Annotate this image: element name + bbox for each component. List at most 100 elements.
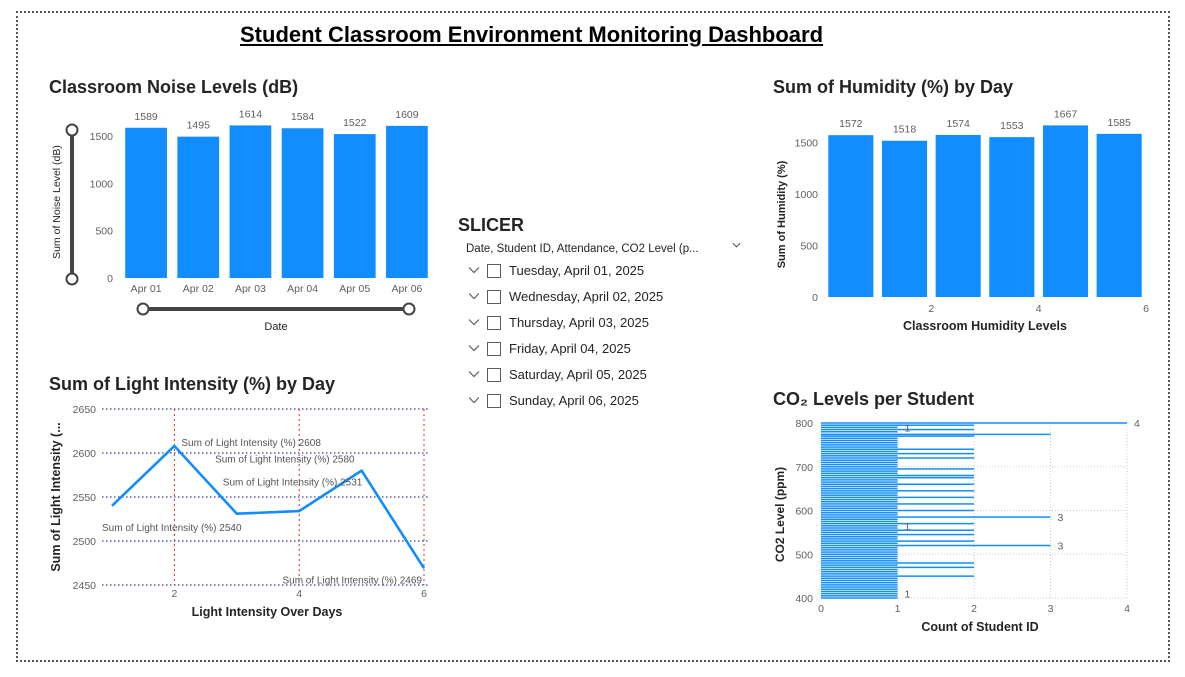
bar[interactable] bbox=[821, 496, 974, 499]
bar[interactable] bbox=[333, 134, 376, 278]
bar[interactable] bbox=[821, 568, 898, 571]
bar[interactable] bbox=[821, 595, 898, 597]
slicer-checkbox[interactable] bbox=[487, 264, 501, 278]
chevron-down-icon[interactable] bbox=[468, 266, 480, 274]
bar[interactable] bbox=[821, 573, 898, 575]
bar[interactable] bbox=[821, 590, 898, 593]
slicer-item[interactable]: Sunday, April 06, 2025 bbox=[458, 388, 758, 414]
slicer-checkbox[interactable] bbox=[487, 368, 501, 382]
chevron-down-icon[interactable] bbox=[732, 241, 741, 250]
bar[interactable] bbox=[821, 549, 898, 551]
bar[interactable] bbox=[989, 137, 1035, 297]
bar[interactable] bbox=[821, 579, 898, 582]
bar[interactable] bbox=[821, 557, 898, 560]
slicer-item[interactable]: Thursday, April 03, 2025 bbox=[458, 310, 758, 336]
bar[interactable] bbox=[177, 136, 220, 278]
bar[interactable] bbox=[821, 592, 898, 595]
bar[interactable] bbox=[821, 439, 898, 442]
bar[interactable] bbox=[821, 522, 974, 525]
bar[interactable] bbox=[821, 588, 898, 591]
bar[interactable] bbox=[821, 424, 974, 426]
bar[interactable] bbox=[821, 575, 974, 577]
bar[interactable] bbox=[821, 562, 974, 564]
bar[interactable] bbox=[821, 581, 898, 584]
slicer-checkbox[interactable] bbox=[487, 342, 501, 356]
x-slider-handle-left[interactable] bbox=[136, 302, 150, 316]
co2-chart[interactable]: 0 1 2 3 4 400 500 600 700 800 4 1 3 1 3 1 CO2 Level (ppm… bbox=[770, 412, 1150, 637]
y-slider-handle-top[interactable] bbox=[65, 123, 79, 137]
bar[interactable] bbox=[821, 422, 1127, 424]
bar[interactable] bbox=[828, 135, 874, 297]
y-slider-handle-bottom[interactable] bbox=[65, 272, 79, 286]
bar[interactable] bbox=[821, 546, 898, 549]
bar[interactable] bbox=[821, 571, 898, 573]
bar[interactable] bbox=[821, 483, 974, 486]
bar[interactable] bbox=[821, 474, 974, 477]
light-chart[interactable]: 2450 2500 2550 2600 2650 2 4 6 Sum of Light Inte… bbox=[45, 398, 445, 624]
bar[interactable] bbox=[821, 437, 898, 440]
bar[interactable] bbox=[821, 509, 974, 512]
slicer-item[interactable]: Wednesday, April 02, 2025 bbox=[458, 284, 758, 310]
chevron-down-icon[interactable] bbox=[468, 292, 480, 300]
bar[interactable] bbox=[821, 551, 898, 553]
bar[interactable] bbox=[821, 533, 974, 536]
slicer-checkbox[interactable] bbox=[487, 290, 501, 304]
chevron-down-icon[interactable] bbox=[468, 396, 480, 404]
line-series[interactable] bbox=[111, 444, 426, 569]
bar[interactable] bbox=[821, 446, 898, 448]
bar[interactable] bbox=[821, 463, 898, 466]
bar[interactable] bbox=[821, 459, 898, 461]
bar[interactable] bbox=[881, 140, 928, 297]
bar[interactable] bbox=[821, 520, 898, 523]
bar[interactable] bbox=[821, 485, 898, 488]
slicer-item[interactable]: Saturday, April 05, 2025 bbox=[458, 362, 758, 388]
slicer-item[interactable]: Friday, April 04, 2025 bbox=[458, 336, 758, 362]
bar[interactable] bbox=[821, 476, 974, 479]
bar[interactable] bbox=[821, 472, 898, 475]
chevron-down-icon[interactable] bbox=[468, 370, 480, 378]
bar[interactable] bbox=[821, 577, 898, 580]
bar[interactable] bbox=[821, 555, 898, 558]
bar[interactable] bbox=[821, 494, 898, 496]
bar[interactable] bbox=[821, 501, 898, 503]
slicer-checkbox[interactable] bbox=[487, 316, 501, 330]
bar[interactable] bbox=[821, 560, 898, 562]
bar[interactable] bbox=[821, 538, 898, 540]
chevron-down-icon[interactable] bbox=[468, 318, 480, 326]
bar[interactable] bbox=[821, 553, 898, 556]
bar[interactable] bbox=[821, 441, 898, 444]
noise-chart[interactable]: 0 500 1000 1500 Sum of Noise Level (dB) 1589 A… bbox=[45, 108, 445, 340]
bar[interactable] bbox=[821, 487, 898, 490]
bar[interactable] bbox=[935, 134, 981, 297]
bar[interactable] bbox=[821, 542, 898, 545]
bar[interactable] bbox=[821, 455, 898, 457]
bar[interactable] bbox=[821, 516, 1051, 518]
bar[interactable] bbox=[821, 448, 974, 451]
bar[interactable] bbox=[821, 514, 898, 516]
humidity-chart[interactable]: 0 500 1000 1500 Sum of Humidity (%) 1572 1518 1… bbox=[770, 108, 1155, 340]
bar[interactable] bbox=[821, 544, 1051, 547]
x-slider-handle-right[interactable] bbox=[402, 302, 416, 316]
chevron-down-icon[interactable] bbox=[468, 344, 480, 352]
bar[interactable] bbox=[821, 566, 974, 569]
slicer-header[interactable]: Date, Student ID, Attendance, CO2 Level … bbox=[458, 240, 758, 258]
bar[interactable] bbox=[821, 511, 898, 514]
bar[interactable] bbox=[821, 503, 974, 505]
bar[interactable] bbox=[821, 470, 898, 472]
bar[interactable] bbox=[1042, 125, 1089, 297]
bar[interactable] bbox=[821, 461, 898, 464]
bar[interactable] bbox=[821, 540, 974, 542]
bar[interactable] bbox=[821, 466, 898, 468]
bar[interactable] bbox=[821, 444, 898, 446]
bar[interactable] bbox=[821, 457, 974, 459]
bar[interactable] bbox=[821, 492, 898, 494]
bar[interactable] bbox=[229, 125, 272, 278]
bar[interactable] bbox=[821, 426, 898, 429]
bar[interactable] bbox=[1096, 133, 1142, 297]
bar[interactable] bbox=[821, 527, 898, 529]
bar[interactable] bbox=[821, 468, 974, 470]
bar[interactable] bbox=[821, 505, 898, 507]
bar[interactable] bbox=[821, 586, 898, 588]
bar[interactable] bbox=[821, 435, 974, 437]
bar[interactable] bbox=[821, 597, 898, 599]
